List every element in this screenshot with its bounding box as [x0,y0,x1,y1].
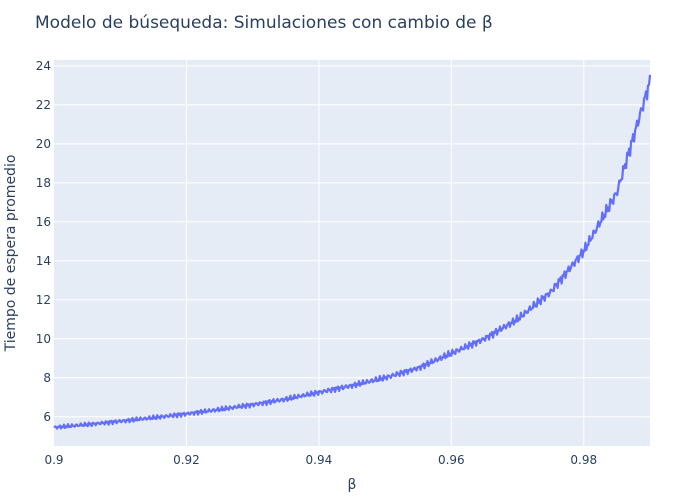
y-tick-label: 22 [36,98,51,112]
y-tick-label: 6 [43,410,51,424]
x-tick-label: 0.98 [570,453,597,467]
y-tick-label: 20 [36,137,51,151]
x-tick-label: 0.94 [306,453,333,467]
y-tick-label: 14 [36,254,51,268]
y-tick-label: 18 [36,176,51,190]
plot-area [54,60,650,446]
x-tick-label: 0.92 [173,453,200,467]
y-axis-title: Tiempo de espera promedio [3,155,19,353]
series-lines [53,74,652,430]
grid-lines [54,60,650,446]
x-axis-title: β [348,477,357,493]
y-tick-label: 24 [36,59,51,73]
series-line [53,74,652,430]
x-tick-label: 0.96 [438,453,465,467]
y-tick-label: 16 [36,215,51,229]
y-tick-label: 10 [36,332,51,346]
tick-labels: 0.9 0.92 0.94 0.96 0.98 6 8 10 12 14 16 18 20 22 24 [36,59,597,467]
y-tick-label: 8 [43,371,51,385]
y-tick-label: 12 [36,293,51,307]
x-tick-label: 0.9 [44,453,63,467]
chart-title: Modelo de búsequeda: Simulaciones con ca… [35,13,493,33]
